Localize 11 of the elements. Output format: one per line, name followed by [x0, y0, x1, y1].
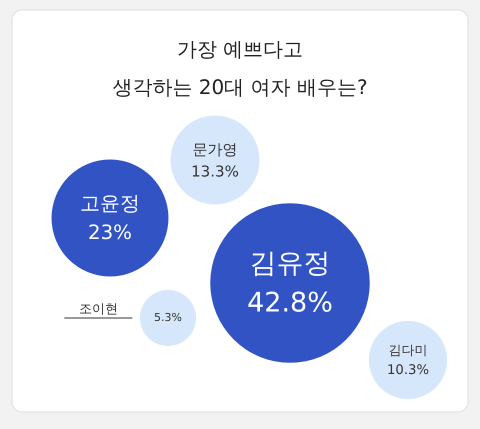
category-label: 문가영: [192, 140, 238, 158]
text: 가장 예쁘다고 생각하는 20대 여자 배우는?: [112, 37, 368, 99]
category-label: 김유정: [250, 248, 330, 280]
category-label: 김다미: [388, 344, 428, 359]
data-label: 5.3%: [154, 311, 182, 324]
data-label: 10.3%: [386, 362, 430, 378]
category-label: 고윤정: [80, 192, 140, 216]
data-label: 13.3%: [191, 162, 239, 180]
category-label: 조이현: [78, 302, 118, 317]
data-label: 23%: [88, 220, 132, 244]
data-label: 42.8%: [247, 287, 333, 318]
